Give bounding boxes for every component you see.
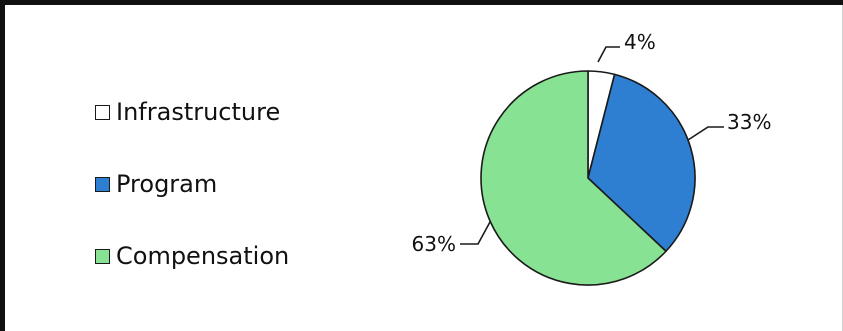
legend-item-infrastructure: Infrastructure	[95, 95, 280, 129]
data-label-infrastructure: 4%	[624, 30, 656, 54]
pie-slice-compensation	[480, 70, 667, 286]
legend-label-program: Program	[116, 170, 218, 198]
legend-swatch-compensation	[95, 248, 110, 264]
leader-line-compensation	[460, 221, 491, 245]
leader-line-infrastructure	[597, 46, 620, 63]
data-label-program: 33%	[727, 110, 771, 134]
legend-label-compensation: Compensation	[116, 242, 290, 270]
data-label-compensation: 63%	[412, 232, 456, 256]
legend-swatch-infrastructure	[95, 104, 110, 120]
pie-slice-program	[587, 73, 696, 253]
legend-label-infrastructure: Infrastructure	[116, 98, 281, 126]
legend-item-compensation: Compensation	[95, 239, 289, 273]
legend-item-program: Program	[95, 167, 217, 201]
leader-line-program	[687, 126, 724, 141]
legend-swatch-program	[95, 176, 110, 192]
